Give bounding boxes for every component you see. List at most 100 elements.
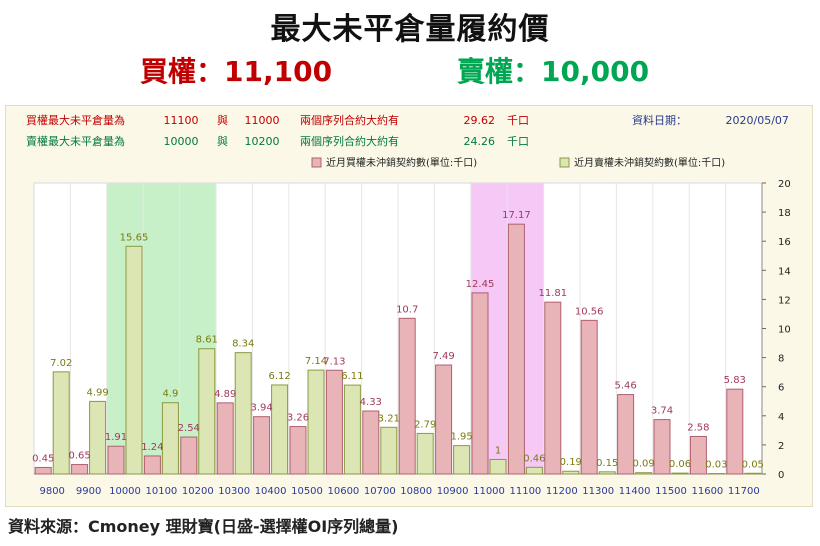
call-bar xyxy=(653,419,671,475)
y-tick-label: 8 xyxy=(778,354,784,365)
y-tick-label: 0 xyxy=(778,470,784,481)
call-bar-value-label: 3.94 xyxy=(250,403,272,414)
x-tick-label: 10900 xyxy=(437,486,469,497)
put-info-label: 賣權最大未平倉量為 xyxy=(26,135,125,148)
call-bar xyxy=(143,455,161,475)
call-bar-value-label: 1.91 xyxy=(105,432,127,443)
call-bar xyxy=(216,402,234,475)
put-max-oi-headline: 賣權：10,000 xyxy=(457,55,650,88)
put-bar xyxy=(562,470,580,475)
put-bar-value-label: 2.79 xyxy=(414,419,436,430)
put-bar-value-label: 0.03 xyxy=(705,460,727,471)
highlight-band-green xyxy=(106,183,216,474)
put-bar xyxy=(671,472,689,475)
y-tick-label: 12 xyxy=(778,295,791,306)
call-bar xyxy=(435,364,453,475)
legend-call-swatch xyxy=(311,157,322,168)
legend-put-label: 近月賣權未沖銷契約數(單位:千口) xyxy=(574,156,725,169)
x-tick-label: 10000 xyxy=(109,486,141,497)
call-info-value: 29.62 xyxy=(463,114,496,127)
put-bar-value-label: 6.11 xyxy=(341,371,363,382)
put-bar-value-label: 6.12 xyxy=(268,371,290,382)
y-tick-label: 2 xyxy=(778,441,784,452)
legend-call-label: 近月買權未沖銷契約數(單位:千口) xyxy=(326,156,477,169)
put-bar xyxy=(234,352,252,475)
call-bar xyxy=(471,292,489,475)
call-bar xyxy=(507,223,525,475)
x-tick-label: 10400 xyxy=(255,486,287,497)
x-tick-label: 10200 xyxy=(182,486,214,497)
call-bar xyxy=(362,410,380,475)
call-max-oi-headline: 買權：11,100 xyxy=(140,55,333,88)
put-bar xyxy=(598,471,616,475)
call-bar xyxy=(617,394,635,475)
call-bar-value-label: 5.83 xyxy=(724,375,746,386)
call-bar xyxy=(544,301,562,475)
x-tick-label: 11700 xyxy=(728,486,760,497)
put-info-conn: 與 xyxy=(217,135,228,148)
put-bar-value-label: 1.95 xyxy=(450,432,472,443)
call-bar xyxy=(580,319,598,475)
put-info-value: 24.26 xyxy=(463,135,496,148)
put-bar-value-label: 0.06 xyxy=(669,459,691,470)
x-tick-label: 11300 xyxy=(582,486,614,497)
y-tick-label: 14 xyxy=(778,266,791,277)
put-bar-value-label: 4.99 xyxy=(86,387,108,398)
call-bar-value-label: 5.46 xyxy=(614,381,636,392)
y-tick-label: 4 xyxy=(778,412,784,423)
call-bar xyxy=(180,436,198,475)
call-bar-value-label: 3.74 xyxy=(651,406,673,417)
call-bar-value-label: 7.49 xyxy=(432,351,454,362)
put-bar xyxy=(380,426,398,475)
put-bar-value-label: 0.19 xyxy=(560,457,582,468)
x-tick-label: 11500 xyxy=(655,486,687,497)
put-bar-value-label: 1 xyxy=(495,445,501,456)
put-bar-value-label: 0.46 xyxy=(523,453,545,464)
put-bar xyxy=(198,348,216,475)
y-tick-label: 18 xyxy=(778,208,791,219)
y-tick-label: 6 xyxy=(778,383,784,394)
put-bar-value-label: 3.21 xyxy=(378,413,400,424)
put-bar-value-label: 8.61 xyxy=(196,335,218,346)
x-tick-label: 10800 xyxy=(400,486,432,497)
put-bar-value-label: 0.15 xyxy=(596,458,618,469)
data-date-label: 資料日期： xyxy=(632,114,687,127)
call-bar xyxy=(253,416,271,475)
page-title: 最大未平倉量履約價 xyxy=(270,12,550,47)
call-bar xyxy=(689,435,707,475)
call-info-strike1: 11100 xyxy=(163,114,199,127)
call-info-row: 買權最大未平倉量為 11100 與 11000 兩個序列合約大約有 29.62 … xyxy=(26,112,529,128)
call-bar xyxy=(726,388,744,475)
put-bar xyxy=(489,458,507,475)
call-bar-value-label: 7.13 xyxy=(323,356,345,367)
call-bar-value-label: 2.54 xyxy=(178,423,200,434)
put-bar-value-label: 0.05 xyxy=(742,459,764,470)
legend-put-swatch xyxy=(559,157,570,168)
put-bar-value-label: 4.9 xyxy=(162,389,178,400)
call-bar-value-label: 10.7 xyxy=(396,304,418,315)
y-tick-label: 16 xyxy=(778,237,791,248)
put-info-unit: 千口 xyxy=(507,135,529,148)
call-bar xyxy=(34,466,52,475)
x-tick-label: 11000 xyxy=(473,486,505,497)
call-bar-value-label: 10.56 xyxy=(575,306,604,317)
put-bar xyxy=(271,384,289,475)
call-bar xyxy=(325,369,343,475)
put-bar xyxy=(525,466,543,475)
call-bar-value-label: 1.24 xyxy=(141,442,163,453)
y-tick-label: 10 xyxy=(778,325,791,336)
call-bar-value-label: 0.45 xyxy=(32,453,54,464)
data-source-note: 資料來源：Cmoney 理財寶(日盛-選擇權OI序列總量) xyxy=(8,517,399,536)
put-bar-value-label: 15.65 xyxy=(120,232,149,243)
put-bar-value-label: 7.14 xyxy=(305,356,327,367)
put-bar xyxy=(89,400,107,475)
put-bar xyxy=(453,445,471,475)
put-bar-value-label: 8.34 xyxy=(232,339,254,350)
call-bar-value-label: 3.26 xyxy=(287,413,309,424)
data-date-value: 2020/05/07 xyxy=(725,114,789,127)
put-bar xyxy=(52,371,70,475)
call-info-unit: 千口 xyxy=(507,114,529,127)
put-bar xyxy=(307,369,325,475)
x-tick-label: 9800 xyxy=(39,486,64,497)
